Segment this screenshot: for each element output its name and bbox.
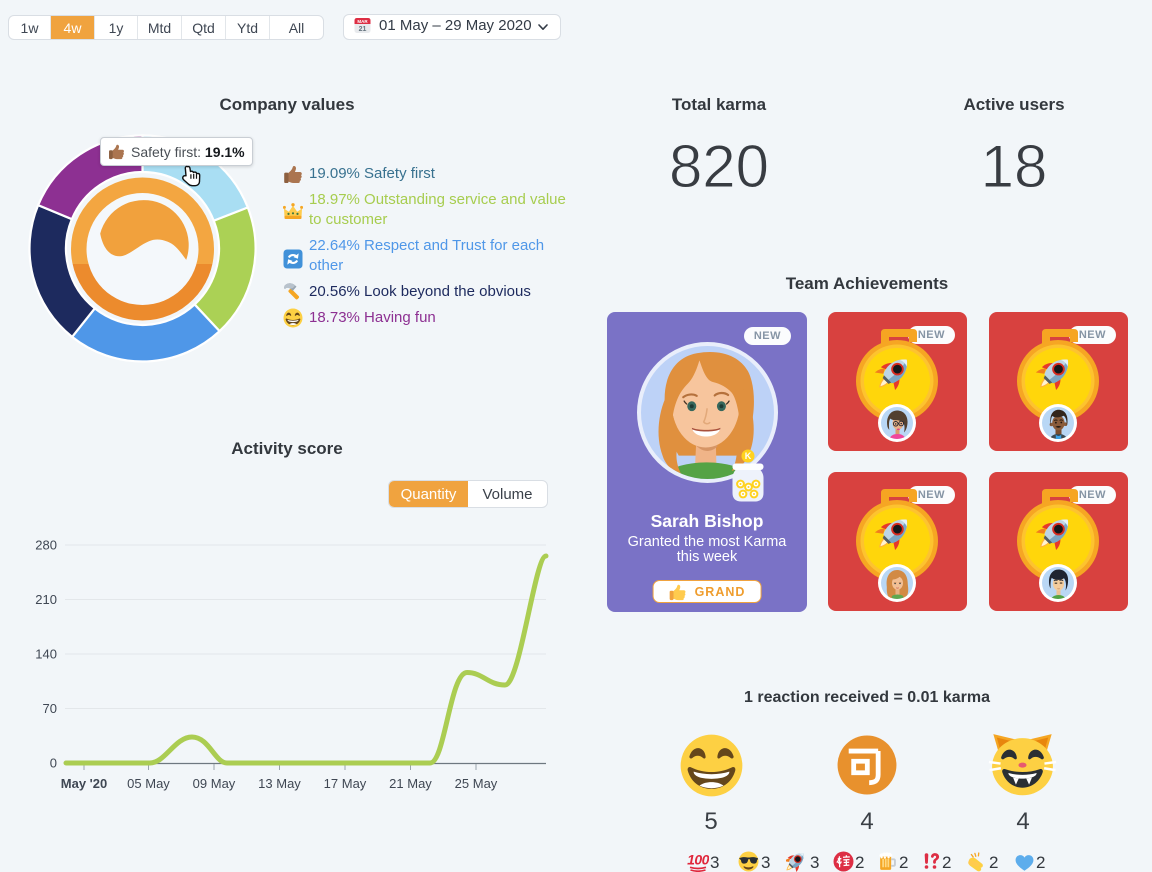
svg-text:140: 140 <box>35 647 57 662</box>
svg-text:05 May: 05 May <box>127 776 170 791</box>
svg-text:21 May: 21 May <box>389 776 432 791</box>
svg-text:0: 0 <box>50 756 57 771</box>
svg-text:280: 280 <box>35 538 57 553</box>
svg-text:70: 70 <box>43 701 57 716</box>
svg-text:25 May: 25 May <box>455 776 498 791</box>
svg-text:May '20: May '20 <box>61 776 107 791</box>
svg-text:13 May: 13 May <box>258 776 301 791</box>
svg-text:17 May: 17 May <box>324 776 367 791</box>
svg-text:21: 21 <box>359 26 367 33</box>
svg-text:210: 210 <box>35 592 57 607</box>
svg-text:MAR: MAR <box>357 19 368 24</box>
svg-text:09 May: 09 May <box>193 776 236 791</box>
